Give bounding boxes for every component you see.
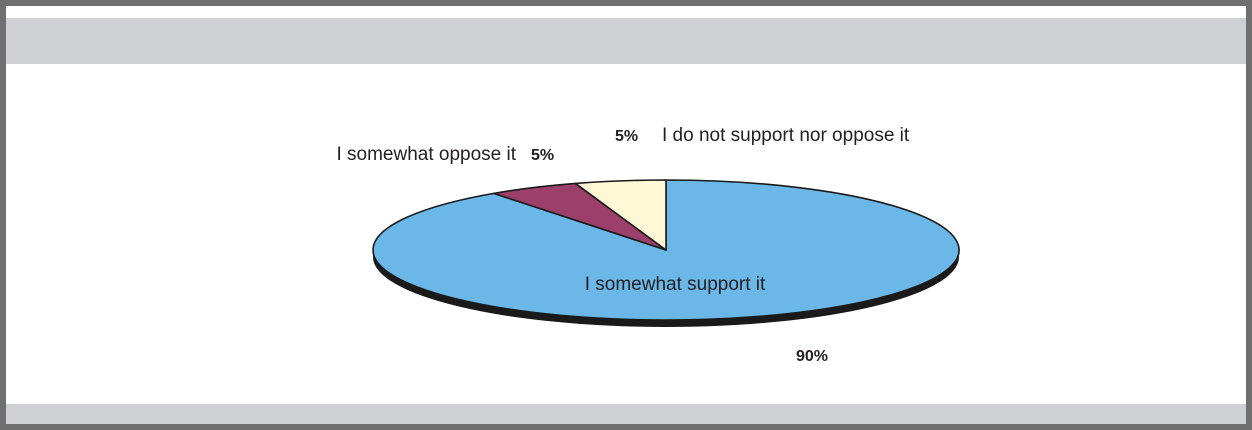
pie-slices — [372, 179, 960, 321]
value-label-oppose: 5% — [531, 147, 554, 164]
slice-label-support: I somewhat support it — [585, 274, 766, 295]
pie-slice-neutral — [574, 179, 667, 251]
value-label-neutral: 5% — [615, 128, 638, 145]
slice-label-oppose: I somewhat oppose it — [336, 144, 516, 165]
window-bottom-border — [0, 424, 1252, 430]
slice-label-neutral: I do not support nor oppose it — [662, 125, 910, 146]
bottom-footer-band — [6, 404, 1246, 424]
top-header-band — [6, 18, 1246, 64]
value-label-support: 90% — [796, 348, 828, 365]
